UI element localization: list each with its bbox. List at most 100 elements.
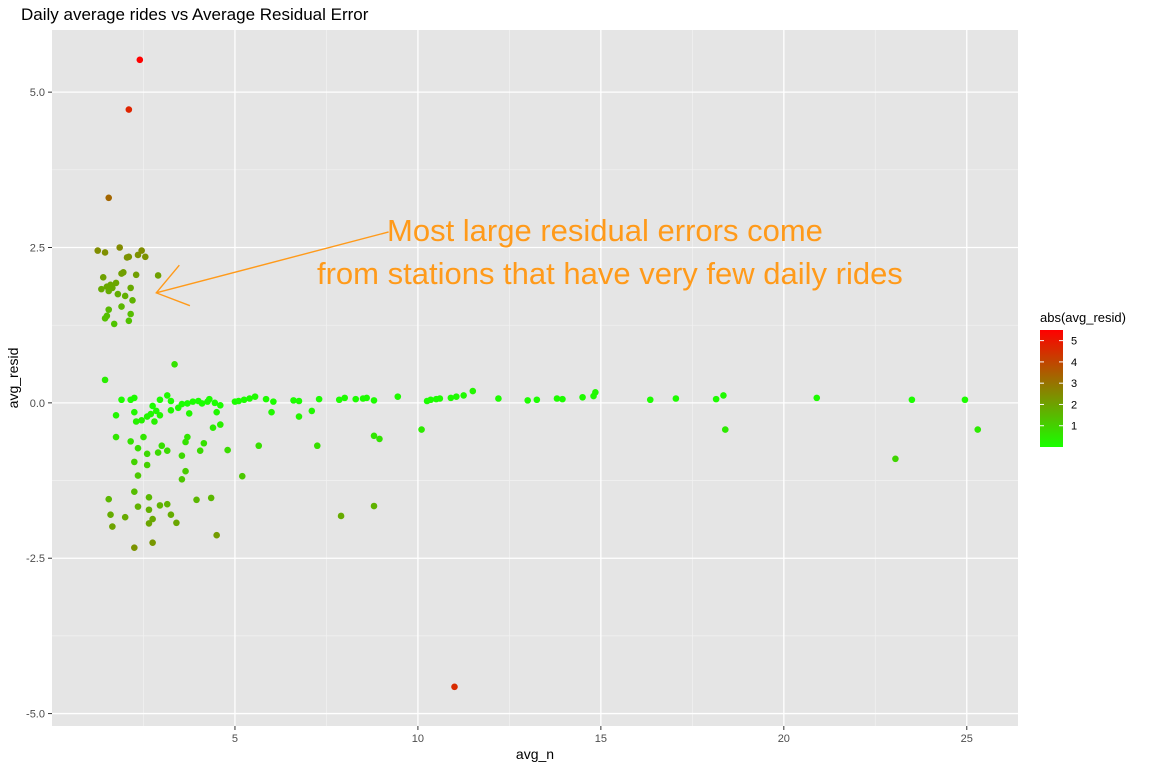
data-point	[127, 284, 134, 292]
data-point	[171, 361, 178, 368]
data-point	[101, 315, 109, 322]
data-point	[127, 438, 134, 445]
data-point	[974, 426, 982, 433]
data-point	[132, 418, 140, 425]
data-point	[533, 396, 541, 404]
data-point	[143, 450, 151, 458]
data-point	[207, 494, 215, 502]
data-point	[189, 398, 197, 405]
data-point	[149, 539, 156, 546]
x-tick-label: 15	[595, 733, 607, 745]
data-point	[908, 396, 916, 404]
data-point	[196, 447, 204, 455]
data-point	[134, 503, 142, 510]
data-point	[112, 279, 120, 287]
data-point	[370, 432, 378, 440]
legend-label: 5	[1071, 336, 1077, 348]
x-tick-label: 5	[232, 733, 238, 745]
data-point	[152, 407, 160, 415]
data-point	[156, 396, 164, 404]
data-point	[295, 413, 303, 420]
data-point	[370, 397, 378, 404]
data-point	[184, 400, 191, 407]
data-point	[110, 320, 118, 328]
annotation-line-1: Most large residual errors come	[387, 213, 823, 248]
data-point	[131, 488, 138, 496]
data-point	[295, 397, 303, 405]
data-point	[451, 683, 458, 691]
data-point	[134, 472, 142, 479]
data-point	[315, 395, 323, 403]
data-point	[118, 270, 125, 277]
data-point	[193, 496, 200, 504]
y-tick-label: 0.0	[30, 398, 45, 410]
data-point	[240, 396, 248, 404]
x-tick-label: 10	[412, 733, 424, 745]
data-point	[592, 388, 599, 396]
data-point	[185, 410, 193, 417]
data-point	[145, 506, 153, 514]
data-point	[173, 519, 180, 527]
data-point	[270, 398, 277, 405]
data-point	[469, 387, 477, 395]
data-point	[131, 408, 138, 416]
data-point	[213, 408, 220, 416]
x-tick-label: 20	[778, 733, 790, 745]
minor-gridlines	[52, 30, 1018, 726]
legend-title: abs(avg_resid)	[1040, 310, 1126, 325]
data-point	[427, 396, 435, 404]
data-point	[145, 494, 153, 501]
data-point	[174, 404, 182, 412]
data-point	[101, 376, 109, 384]
data-point	[142, 253, 149, 261]
y-tick-label: -2.5	[26, 553, 45, 565]
data-point	[308, 407, 316, 415]
data-point	[134, 444, 142, 452]
data-point	[99, 274, 107, 281]
data-point	[134, 251, 142, 259]
data-point	[131, 458, 138, 466]
data-point	[495, 395, 502, 402]
annotation-arrow	[155, 231, 389, 307]
data-point	[125, 106, 133, 113]
data-point	[143, 461, 151, 469]
data-point	[184, 433, 191, 441]
y-tick-label: -5.0	[26, 709, 45, 721]
data-point	[105, 194, 113, 202]
annotation: Most large residual errors come from sta…	[155, 213, 903, 307]
data-point	[453, 393, 460, 400]
data-point	[132, 271, 140, 279]
data-point	[121, 513, 129, 521]
data-point	[167, 407, 175, 414]
data-point	[418, 426, 425, 433]
data-point	[559, 395, 566, 403]
data-point	[105, 495, 113, 503]
data-point	[125, 317, 133, 325]
data-point	[961, 396, 969, 404]
data-point	[262, 395, 270, 403]
data-point	[131, 544, 138, 551]
data-point	[163, 392, 171, 399]
data-point	[163, 447, 171, 455]
data-point	[140, 433, 147, 441]
data-points	[94, 56, 982, 691]
plot-panel	[52, 30, 1018, 726]
data-point	[178, 452, 186, 459]
data-point	[112, 411, 120, 419]
data-point	[337, 512, 345, 520]
data-point	[213, 531, 220, 539]
legend-label: 2	[1071, 399, 1077, 411]
y-axis-title: avg_resid	[5, 348, 21, 409]
data-point	[105, 306, 113, 313]
legend-ticks: 1 2 3 4 5	[1040, 336, 1077, 433]
data-point	[211, 399, 219, 407]
data-point	[149, 402, 156, 410]
data-point	[136, 56, 144, 64]
data-point	[114, 290, 122, 298]
data-point	[436, 395, 444, 402]
data-point	[813, 394, 821, 402]
y-axis: -5.0 -2.5 0.0 2.5 5.0	[26, 87, 52, 721]
data-point	[156, 411, 164, 419]
data-point	[224, 446, 231, 454]
data-point	[107, 511, 114, 519]
